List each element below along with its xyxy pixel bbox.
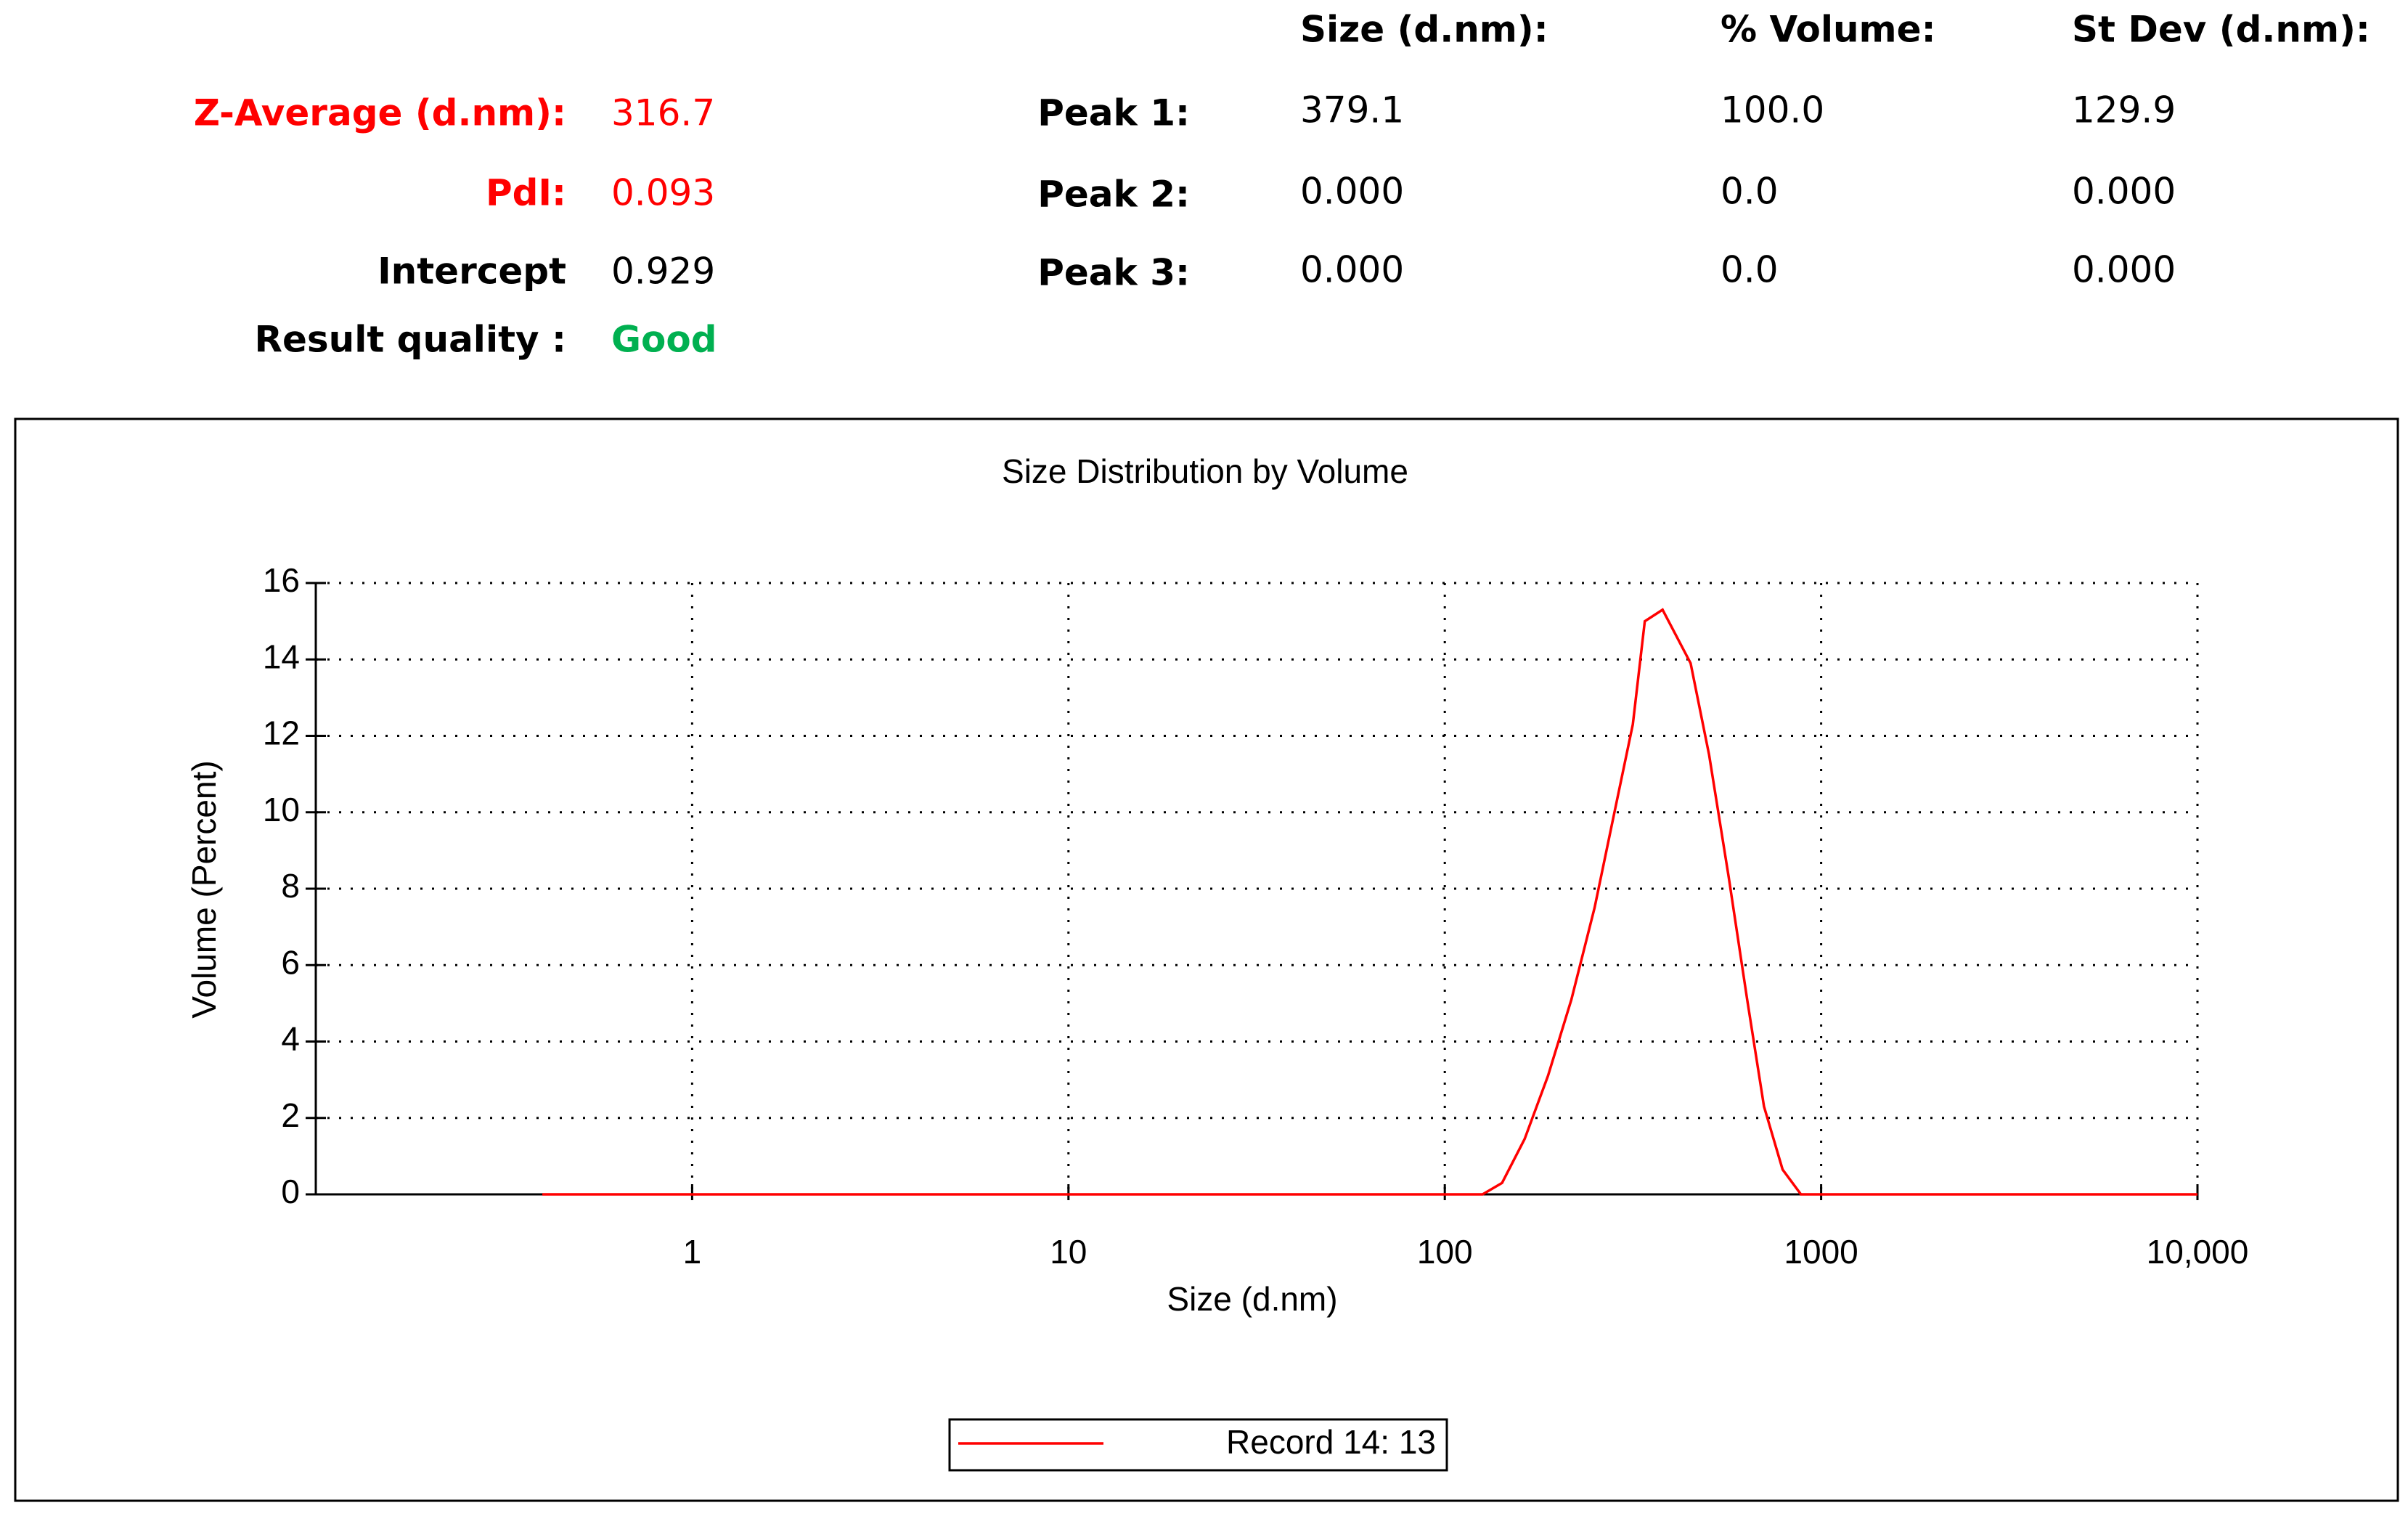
- y-tick-label: 4: [281, 1020, 300, 1058]
- peak-header: St Dev (d.nm):: [2072, 9, 2370, 51]
- summary-label: PdI:: [486, 172, 566, 214]
- y-tick-label: 14: [263, 637, 300, 675]
- peak-header: Size (d.nm):: [1300, 9, 1548, 51]
- legend-label: Record 14: 13: [1226, 1423, 1436, 1461]
- summary-label: Result quality :: [254, 319, 566, 361]
- x-tick-label: 1000: [1784, 1233, 1858, 1271]
- peak-value: 0.0: [1721, 171, 1779, 213]
- summary-label: Intercept: [377, 250, 566, 293]
- summary-value: Good: [611, 319, 717, 361]
- y-tick-label: 2: [281, 1096, 300, 1134]
- x-tick-label: 1: [683, 1233, 702, 1271]
- y-tick-label: 16: [263, 561, 300, 599]
- peak-value: 0.0: [1721, 249, 1779, 291]
- peak-header: % Volume:: [1721, 9, 1936, 51]
- chart-frame: [14, 417, 2399, 1502]
- peak-value: 379.1: [1300, 89, 1404, 131]
- peak-value: 100.0: [1721, 89, 1824, 131]
- y-tick-label: 12: [263, 714, 300, 752]
- y-axis-label: Volume (Percent): [185, 760, 223, 1018]
- peak-value: 129.9: [2072, 89, 2176, 131]
- chart-title: Size Distribution by Volume: [1002, 452, 1408, 490]
- peak-value: 0.000: [2072, 249, 2176, 291]
- peak-label: Peak 3:: [1037, 252, 1190, 294]
- summary-value: 316.7: [611, 92, 715, 134]
- y-tick-label: 10: [263, 791, 300, 828]
- peak-value: 0.000: [1300, 171, 1404, 213]
- data-line: [542, 608, 2197, 1196]
- summary-value: 0.093: [611, 172, 715, 214]
- summary-label: Z-Average (d.nm):: [194, 92, 566, 134]
- x-tick-label: 10,000: [2147, 1233, 2249, 1271]
- legend: [948, 1418, 1448, 1472]
- summary-value: 0.929: [611, 250, 715, 293]
- x-tick-label: 100: [1417, 1233, 1473, 1271]
- peak-value: 0.000: [2072, 171, 2176, 213]
- x-tick-label: 10: [1050, 1233, 1087, 1271]
- peak-value: 0.000: [1300, 249, 1404, 291]
- y-tick-label: 6: [281, 943, 300, 981]
- peak-label: Peak 1:: [1037, 92, 1190, 134]
- y-tick-label: 0: [281, 1173, 300, 1210]
- peak-label: Peak 2:: [1037, 174, 1190, 216]
- x-axis-label: Size (d.nm): [1167, 1280, 1337, 1318]
- y-tick-label: 8: [281, 867, 300, 905]
